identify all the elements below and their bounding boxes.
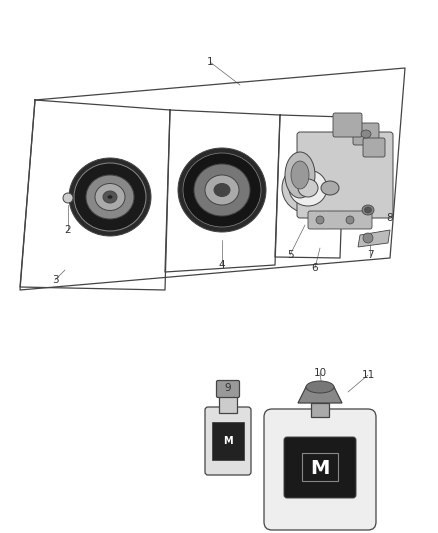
Ellipse shape xyxy=(194,164,250,216)
Text: 5: 5 xyxy=(287,250,293,260)
Ellipse shape xyxy=(69,158,151,236)
Text: M: M xyxy=(310,458,330,478)
Bar xyxy=(219,395,237,413)
Text: 10: 10 xyxy=(314,368,327,378)
Text: 11: 11 xyxy=(361,370,374,380)
Polygon shape xyxy=(358,230,390,247)
Circle shape xyxy=(346,216,354,224)
Polygon shape xyxy=(298,387,342,403)
Text: 8: 8 xyxy=(387,213,393,223)
Ellipse shape xyxy=(285,152,315,198)
Bar xyxy=(212,422,244,460)
Ellipse shape xyxy=(282,163,334,213)
Ellipse shape xyxy=(291,161,309,189)
Ellipse shape xyxy=(107,195,113,199)
Ellipse shape xyxy=(183,153,261,227)
FancyBboxPatch shape xyxy=(333,113,362,137)
Circle shape xyxy=(63,193,73,203)
Circle shape xyxy=(316,216,324,224)
Ellipse shape xyxy=(86,175,134,219)
Text: 1: 1 xyxy=(207,57,213,67)
Ellipse shape xyxy=(361,130,371,138)
FancyBboxPatch shape xyxy=(297,132,393,218)
FancyBboxPatch shape xyxy=(216,381,240,398)
Ellipse shape xyxy=(74,163,146,231)
Ellipse shape xyxy=(362,205,374,215)
Ellipse shape xyxy=(103,191,117,203)
Circle shape xyxy=(363,233,373,243)
Text: 2: 2 xyxy=(65,225,71,235)
Ellipse shape xyxy=(178,148,266,232)
Text: 9: 9 xyxy=(225,383,231,393)
Ellipse shape xyxy=(214,183,230,197)
Ellipse shape xyxy=(298,179,318,197)
Ellipse shape xyxy=(289,170,327,206)
Ellipse shape xyxy=(95,183,125,211)
Text: 4: 4 xyxy=(219,260,225,270)
Text: 3: 3 xyxy=(52,275,58,285)
Text: 6: 6 xyxy=(312,263,318,273)
FancyBboxPatch shape xyxy=(363,138,385,157)
FancyBboxPatch shape xyxy=(284,437,356,498)
Ellipse shape xyxy=(364,207,371,213)
FancyBboxPatch shape xyxy=(264,409,376,530)
Text: M: M xyxy=(223,436,233,446)
Bar xyxy=(311,403,329,417)
FancyBboxPatch shape xyxy=(308,211,372,229)
Text: 7: 7 xyxy=(367,250,373,260)
FancyBboxPatch shape xyxy=(353,123,379,145)
Ellipse shape xyxy=(306,381,334,393)
Ellipse shape xyxy=(321,181,339,195)
Ellipse shape xyxy=(205,175,239,205)
Bar xyxy=(302,453,338,481)
FancyBboxPatch shape xyxy=(205,407,251,475)
